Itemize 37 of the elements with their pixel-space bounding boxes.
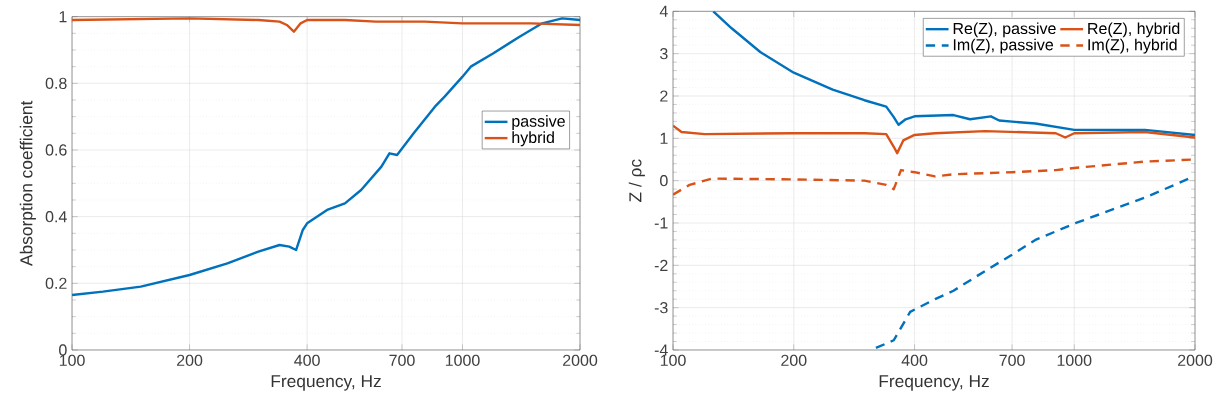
y-tick-label: 1 xyxy=(660,132,668,144)
y-tick-label: 0.6 xyxy=(45,144,67,156)
legend-label: Re(Z), passive xyxy=(953,22,1056,38)
x-tick-label: 200 xyxy=(781,354,807,367)
y-tick-label: 0.2 xyxy=(45,277,67,289)
y-tick-label: -2 xyxy=(654,259,668,271)
legend-label: Im(Z), hybrid xyxy=(1088,38,1177,54)
y-tick-label: 0 xyxy=(660,175,668,187)
y-tick-label: -3 xyxy=(654,302,668,314)
x-tick-label: 1000 xyxy=(1057,354,1092,367)
legend-label: hybrid xyxy=(512,131,554,147)
x-tick-label: 700 xyxy=(999,354,1025,367)
y-tick-label: 2 xyxy=(660,90,668,102)
x-tick-label: 400 xyxy=(294,354,320,367)
x-tick-label: 200 xyxy=(177,354,203,367)
legend-label: passive xyxy=(512,115,565,130)
y-tick-label: 0.8 xyxy=(45,77,67,89)
x-tick-label: 400 xyxy=(901,354,928,367)
y-tick-label: -4 xyxy=(654,344,668,356)
y-tick-label: 0 xyxy=(59,344,67,356)
y-tick-label: 0.4 xyxy=(45,211,67,223)
x-axis-title: Frequency, Hz xyxy=(879,375,989,391)
legend-label: Re(Z), hybrid xyxy=(1088,22,1180,38)
x-tick-label: 100 xyxy=(660,354,686,367)
y-tick-label: 4 xyxy=(659,5,668,17)
x-axis-title: Frequency, Hz xyxy=(271,375,381,391)
x-tick-label: 100 xyxy=(59,354,85,367)
y-tick-label: -1 xyxy=(654,217,668,229)
x-tick-label: 2000 xyxy=(563,354,598,367)
x-tick-label: 1000 xyxy=(445,354,480,367)
x-tick-label: 2000 xyxy=(1178,354,1213,367)
legend-label: Im(Z), passive xyxy=(953,38,1054,54)
y-axis-title: Z / ρc xyxy=(628,159,645,202)
y-tick-label: 3 xyxy=(660,48,668,60)
y-tick-label: 1 xyxy=(59,11,67,23)
x-tick-label: 700 xyxy=(389,354,415,367)
y-axis-title: Absorption coefficient xyxy=(19,100,36,266)
